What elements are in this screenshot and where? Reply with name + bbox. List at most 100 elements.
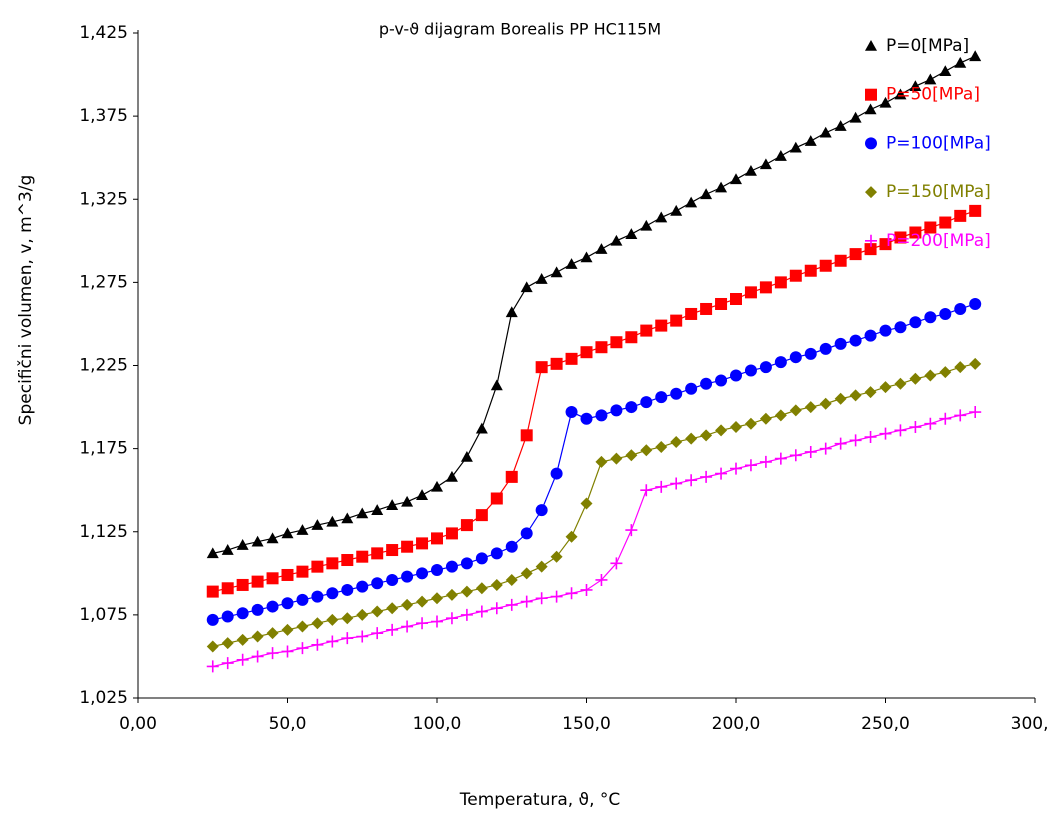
marker bbox=[580, 497, 593, 510]
marker bbox=[386, 499, 399, 510]
marker bbox=[954, 209, 967, 222]
marker bbox=[266, 572, 279, 585]
marker bbox=[595, 455, 608, 468]
marker bbox=[744, 364, 757, 377]
marker bbox=[535, 361, 548, 374]
marker bbox=[281, 645, 294, 658]
marker bbox=[939, 366, 952, 379]
marker bbox=[490, 492, 503, 505]
marker bbox=[894, 88, 907, 100]
marker bbox=[789, 141, 802, 153]
marker bbox=[774, 356, 787, 369]
marker bbox=[326, 613, 339, 626]
marker bbox=[460, 608, 473, 621]
marker bbox=[206, 613, 219, 626]
y-tick-label: 1,325 bbox=[79, 189, 128, 209]
marker bbox=[296, 593, 309, 606]
series-line bbox=[212, 303, 976, 621]
y-tick-label: 1,125 bbox=[79, 522, 128, 542]
y-tick-label: 1,175 bbox=[79, 439, 128, 459]
marker bbox=[655, 480, 668, 493]
marker bbox=[700, 188, 713, 200]
marker bbox=[640, 396, 653, 409]
marker bbox=[311, 638, 324, 651]
marker bbox=[460, 450, 473, 462]
legend-label: P=200[MPa] bbox=[886, 231, 991, 251]
marker bbox=[969, 357, 982, 370]
marker bbox=[625, 524, 638, 537]
marker bbox=[505, 306, 518, 318]
marker bbox=[356, 580, 369, 593]
marker bbox=[550, 467, 563, 480]
marker bbox=[221, 544, 234, 555]
marker bbox=[505, 573, 518, 586]
marker bbox=[789, 449, 802, 462]
marker bbox=[715, 374, 728, 387]
marker bbox=[759, 412, 772, 425]
marker bbox=[685, 307, 698, 320]
x-tick-label: 300,0 bbox=[1011, 714, 1049, 734]
marker bbox=[969, 204, 982, 217]
legend-marker bbox=[865, 137, 877, 150]
marker bbox=[460, 585, 473, 598]
marker bbox=[401, 570, 414, 583]
marker bbox=[819, 342, 832, 355]
marker bbox=[326, 557, 339, 570]
marker bbox=[371, 504, 384, 515]
marker bbox=[804, 401, 817, 414]
marker bbox=[341, 632, 354, 645]
marker bbox=[236, 539, 249, 550]
marker bbox=[341, 512, 354, 524]
marker bbox=[520, 281, 533, 293]
marker bbox=[550, 357, 563, 370]
marker bbox=[924, 369, 937, 382]
marker bbox=[879, 96, 892, 108]
marker bbox=[535, 504, 548, 517]
legend-label: P=100[MPa] bbox=[886, 133, 991, 153]
legend-marker bbox=[865, 186, 877, 199]
marker bbox=[954, 361, 967, 374]
series-line bbox=[212, 363, 976, 648]
marker bbox=[460, 557, 473, 570]
marker bbox=[565, 352, 578, 365]
marker bbox=[431, 563, 443, 576]
marker bbox=[849, 248, 862, 261]
marker bbox=[864, 103, 877, 115]
marker bbox=[700, 302, 713, 315]
x-axis-label: Temperatura, ϑ, °C bbox=[459, 790, 621, 810]
marker bbox=[535, 592, 548, 605]
marker bbox=[401, 495, 414, 507]
marker bbox=[744, 286, 757, 299]
marker bbox=[969, 406, 982, 419]
marker bbox=[774, 150, 787, 161]
marker bbox=[759, 158, 772, 170]
marker bbox=[236, 578, 249, 591]
marker bbox=[894, 231, 907, 244]
marker bbox=[819, 259, 832, 272]
marker bbox=[251, 535, 264, 547]
marker bbox=[715, 467, 728, 480]
marker bbox=[206, 660, 219, 673]
marker bbox=[879, 238, 892, 251]
marker bbox=[490, 602, 503, 615]
marker bbox=[909, 80, 922, 91]
marker bbox=[431, 532, 443, 545]
marker bbox=[445, 612, 458, 625]
marker bbox=[700, 377, 713, 390]
marker bbox=[715, 181, 728, 193]
marker bbox=[520, 595, 533, 608]
marker bbox=[610, 404, 623, 417]
marker bbox=[326, 587, 339, 600]
marker bbox=[251, 650, 264, 663]
y-axis-label: Specifični volumen, v, m^3/g bbox=[16, 175, 36, 426]
marker bbox=[371, 605, 384, 618]
marker bbox=[236, 607, 249, 620]
marker bbox=[939, 307, 952, 320]
marker bbox=[475, 509, 488, 522]
marker bbox=[700, 470, 713, 483]
marker bbox=[715, 297, 728, 310]
marker bbox=[954, 56, 967, 68]
marker bbox=[655, 440, 668, 453]
series-line bbox=[212, 411, 976, 667]
marker bbox=[595, 243, 608, 254]
